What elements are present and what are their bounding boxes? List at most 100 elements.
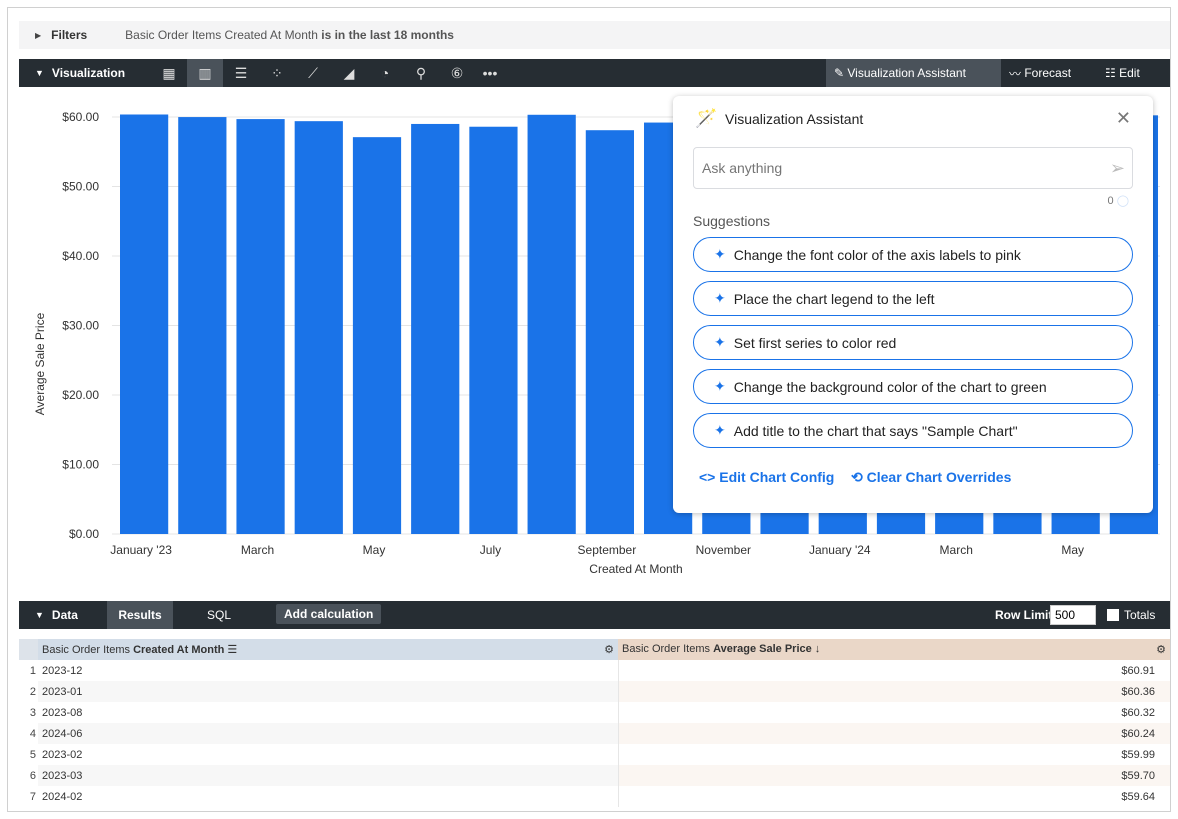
- month-cell: 2023-02: [42, 748, 83, 761]
- y-tick-label: $40.00: [62, 249, 99, 263]
- row-number: 3: [29, 706, 36, 719]
- char-count: 0 ◯: [1107, 195, 1130, 207]
- sparkle-icon: ✦: [714, 246, 726, 262]
- scatter-icon[interactable]: ⁘: [271, 64, 283, 81]
- x-tick-label: July: [480, 543, 501, 557]
- x-tick-label: November: [696, 543, 751, 557]
- data-label: Data: [51, 608, 78, 622]
- bar: [469, 126, 518, 535]
- suggestion-chip[interactable]: ✦ Change the font color of the axis label…: [693, 237, 1133, 272]
- map-pin-icon[interactable]: ⚲: [415, 64, 427, 81]
- y-tick-label: $30.00: [62, 319, 99, 333]
- y-tick-label: $0.00: [69, 527, 99, 541]
- table-row: 3 2023-08 $60.32: [19, 702, 1170, 723]
- totals-checkbox[interactable]: Totals: [1099, 601, 1163, 629]
- gear-icon[interactable]: ⚙: [604, 644, 614, 656]
- row-number: 1: [29, 664, 36, 677]
- gear-icon[interactable]: ⚙: [1156, 644, 1166, 656]
- x-axis-title: Created At Month: [589, 562, 682, 576]
- y-axis-title: Average Sale Price: [33, 312, 47, 415]
- close-icon[interactable]: ✕: [1115, 108, 1131, 128]
- data-bar: ▼ Data Results SQL Add calculation Row L…: [19, 601, 1170, 629]
- visualization-label: Visualization: [51, 66, 126, 80]
- row-number: 2: [29, 685, 36, 698]
- month-cell: 2023-12: [42, 664, 83, 677]
- x-tick-label: May: [1061, 543, 1084, 557]
- edit-chart-config-link[interactable]: <> Edit Chart Config: [699, 469, 835, 485]
- add-calculation-button[interactable]: Add calculation: [276, 604, 382, 624]
- row-number: 4: [29, 727, 36, 740]
- column-header-created-month[interactable]: Basic Order Items Created At Month ☰ ⚙: [38, 639, 618, 660]
- collapse-icon[interactable]: ▼: [35, 610, 44, 620]
- tab-results[interactable]: Results: [107, 601, 173, 629]
- y-tick-label: $10.00: [62, 458, 99, 472]
- row-number: 6: [29, 769, 36, 782]
- visualization-bar: ▼ Visualization ▦ ▥ ☰ ⁘ ⟋ ◢ ◔ ⚲ ⑥ ••• ✎ …: [19, 59, 1170, 87]
- bar: [352, 137, 402, 534]
- row-limit-label: Row Limit: [995, 608, 1053, 622]
- more-icon[interactable]: •••: [482, 65, 498, 81]
- frame: [7, 7, 1171, 812]
- line-chart-icon[interactable]: ⟋: [308, 64, 318, 81]
- price-cell: $60.36: [617, 681, 1170, 702]
- ask-input[interactable]: [693, 147, 1133, 189]
- row-limit-input[interactable]: [1050, 605, 1096, 625]
- pie-chart-icon[interactable]: ◔: [380, 65, 390, 81]
- bar: [120, 114, 169, 535]
- visualization-assistant-button[interactable]: ✎ Visualization Assistant: [826, 59, 1001, 87]
- x-tick-label: March: [241, 543, 274, 557]
- tab-sql[interactable]: SQL: [207, 608, 232, 622]
- bar: [236, 119, 285, 535]
- price-cell: $59.70: [617, 765, 1170, 786]
- table-row: 5 2023-02 $59.99: [19, 744, 1170, 765]
- expand-icon[interactable]: ▶: [35, 30, 42, 40]
- bar: [294, 121, 343, 535]
- month-cell: 2023-03: [38, 765, 618, 786]
- bar: [585, 130, 634, 534]
- sparkle-icon: ✦: [714, 378, 726, 394]
- x-tick-label: January '23: [110, 543, 172, 557]
- horizontal-bar-icon[interactable]: ☰: [234, 64, 248, 81]
- table-row: 1 2023-12 $60.91: [19, 660, 1170, 681]
- visualization-assistant-panel: 🪄 Visualization Assistant ✕ ➢ 0 ◯ Sugges…: [673, 96, 1153, 513]
- send-icon[interactable]: ➢: [1109, 158, 1125, 178]
- month-cell: 2024-06: [38, 723, 618, 744]
- bar-chart-icon[interactable]: ▥: [187, 59, 223, 87]
- sparkle-icon: ✦: [714, 290, 726, 306]
- price-cell: $59.99: [617, 744, 1170, 765]
- filter-description: Basic Order Items Created At Month is in…: [125, 28, 454, 42]
- filters-bar[interactable]: ▶ Filters Basic Order Items Created At M…: [19, 21, 1170, 49]
- x-tick-label: May: [363, 543, 386, 557]
- clear-chart-overrides-link[interactable]: ⟲ Clear Chart Overrides: [851, 469, 1012, 485]
- edit-button[interactable]: ☷ Edit: [1105, 66, 1140, 80]
- bar: [527, 114, 576, 534]
- y-tick-label: $50.00: [62, 180, 99, 194]
- suggestion-chip[interactable]: ✦ Add title to the chart that says "Sampl…: [693, 413, 1133, 448]
- table-icon[interactable]: ▦: [162, 64, 176, 81]
- forecast-button[interactable]: 〰 Forecast: [1009, 66, 1072, 81]
- single-value-icon[interactable]: ⑥: [450, 64, 464, 81]
- month-cell: 2023-01: [38, 681, 618, 702]
- suggestion-chip[interactable]: ✦ Place the chart legend to the left: [693, 281, 1133, 316]
- sparkle-icon: ✦: [714, 422, 726, 438]
- suggestions-label: Suggestions: [693, 213, 771, 229]
- row-number: 5: [29, 748, 36, 761]
- x-tick-label: September: [578, 543, 637, 557]
- table-row: 2 2023-01 $60.36: [19, 681, 1170, 702]
- row-number: 7: [29, 790, 36, 803]
- filters-label: Filters: [51, 28, 88, 42]
- x-tick-label: January '24: [809, 543, 871, 557]
- price-cell: $60.32: [617, 702, 1170, 723]
- results-table: Basic Order Items Created At Month ☰ ⚙ Ba…: [19, 639, 1170, 807]
- y-tick-label: $20.00: [62, 388, 99, 402]
- sparkle-icon: ✦: [714, 334, 726, 350]
- x-tick-label: March: [940, 543, 973, 557]
- area-chart-icon[interactable]: ◢: [343, 64, 355, 81]
- collapse-icon[interactable]: ▼: [35, 68, 44, 78]
- column-header-avg-sale-price[interactable]: Basic Order Items Average Sale Price ↓ ⚙: [618, 639, 1170, 660]
- suggestion-chip[interactable]: ✦ Set first series to color red: [693, 325, 1133, 360]
- price-cell: $60.91: [617, 660, 1170, 681]
- table-row: 4 2024-06 $60.24: [19, 723, 1170, 744]
- price-cell: $59.64: [617, 786, 1170, 807]
- suggestion-chip[interactable]: ✦ Change the background color of the char…: [693, 369, 1133, 404]
